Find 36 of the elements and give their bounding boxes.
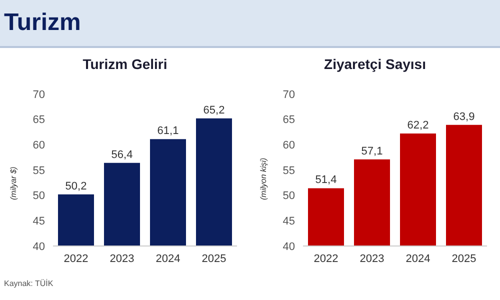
data-label: 61,1: [157, 125, 179, 138]
y-tick-label: 65: [32, 114, 45, 126]
x-tick-label: 2024: [156, 252, 180, 265]
y-tick-label: 40: [282, 240, 295, 253]
x-tick-label: 2022: [314, 252, 338, 265]
y-tick-label: 55: [282, 164, 295, 177]
x-tick-label: 2022: [64, 252, 88, 265]
y-tick-label: 65: [282, 114, 295, 126]
data-label: 51,4: [315, 174, 337, 186]
y-tick-label: 45: [32, 216, 45, 228]
x-tick-label: 2023: [110, 252, 134, 265]
data-label: 57,1: [361, 145, 383, 158]
y-tick-label: 45: [282, 216, 295, 228]
data-label: 65,2: [203, 104, 225, 116]
y-tick-label: 60: [32, 140, 45, 152]
text: Kaynak: TÜİK: [4, 279, 54, 288]
y-tick-label: 40: [32, 240, 45, 253]
data-label: 50,2: [65, 180, 87, 192]
y-tick-label: 70: [282, 88, 295, 101]
data-label: 56,4: [111, 148, 133, 161]
y-tick-label: 50: [282, 190, 295, 202]
y-tick-label: 55: [32, 164, 45, 177]
x-tick-label: 2025: [452, 252, 476, 265]
chart-title: Ziyaretçi Sayısı: [323, 56, 427, 74]
y-tick-label: 60: [282, 140, 295, 152]
x-tick-label: 2025: [202, 252, 226, 265]
data-label: 62,2: [407, 120, 429, 132]
data-label: 63,9: [453, 110, 475, 123]
x-tick-label: 2023: [360, 252, 384, 265]
y-axis-title: (milyon kişi): [258, 157, 268, 200]
x-tick-label: 2024: [406, 252, 430, 265]
y-tick-label: 70: [32, 88, 45, 101]
text: Turizm: [4, 9, 81, 37]
y-tick-label: 50: [32, 190, 45, 202]
chart-title: Turizm Geliri: [82, 56, 168, 74]
y-axis-title: (milyar $): [8, 166, 18, 200]
